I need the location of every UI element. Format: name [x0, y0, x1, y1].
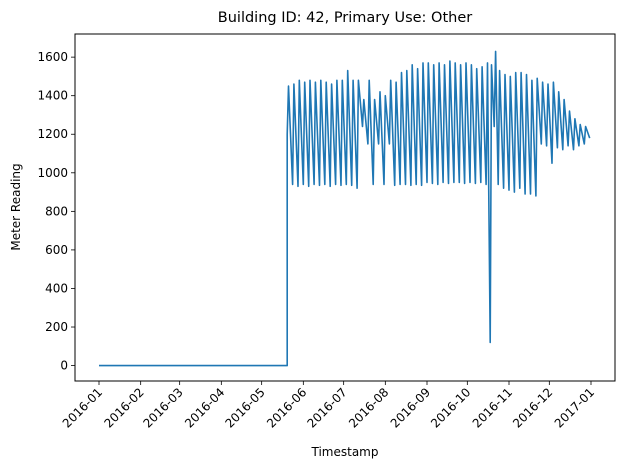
x-tick-label: 2016-08 [346, 385, 391, 430]
y-tick-label: 200 [45, 320, 68, 334]
x-tick-label: 2016-02 [101, 385, 146, 430]
y-tick-label: 1000 [37, 166, 68, 180]
x-tick-label: 2016-05 [222, 385, 267, 430]
y-tick-label: 0 [60, 359, 68, 373]
y-tick-label: 600 [45, 243, 68, 257]
y-axis-label: Meter Reading [9, 163, 23, 250]
chart-title: Building ID: 42, Primary Use: Other [218, 10, 472, 26]
y-tick-label: 1400 [37, 89, 68, 103]
x-axis: 2016-012016-022016-032016-042016-052016-… [60, 381, 597, 431]
axes-frame [74, 33, 616, 382]
y-tick-label: 800 [45, 204, 68, 218]
x-tick-label: 2016-01 [60, 385, 105, 430]
x-tick-label: 2016-10 [428, 385, 473, 430]
x-tick-label: 2016-11 [470, 385, 515, 430]
x-tick-label: 2016-06 [264, 385, 309, 430]
x-axis-label: Timestamp [311, 445, 379, 459]
y-axis: 0 200 400 600 800 1000 1200 1400 1600 [37, 50, 75, 373]
x-tick-label: 2016-07 [304, 385, 349, 430]
x-tick-label: 2017-01 [552, 385, 597, 430]
y-tick-label: 1600 [37, 50, 68, 64]
x-tick-label: 2016-03 [140, 385, 185, 430]
x-tick-label: 2016-12 [510, 385, 555, 430]
y-tick-label: 400 [45, 281, 68, 295]
y-tick-label: 1200 [37, 127, 68, 141]
meter-reading-line [99, 50, 591, 367]
x-tick-label: 2016-04 [182, 385, 227, 430]
x-tick-label: 2016-09 [388, 385, 433, 430]
plot-area [74, 33, 616, 382]
